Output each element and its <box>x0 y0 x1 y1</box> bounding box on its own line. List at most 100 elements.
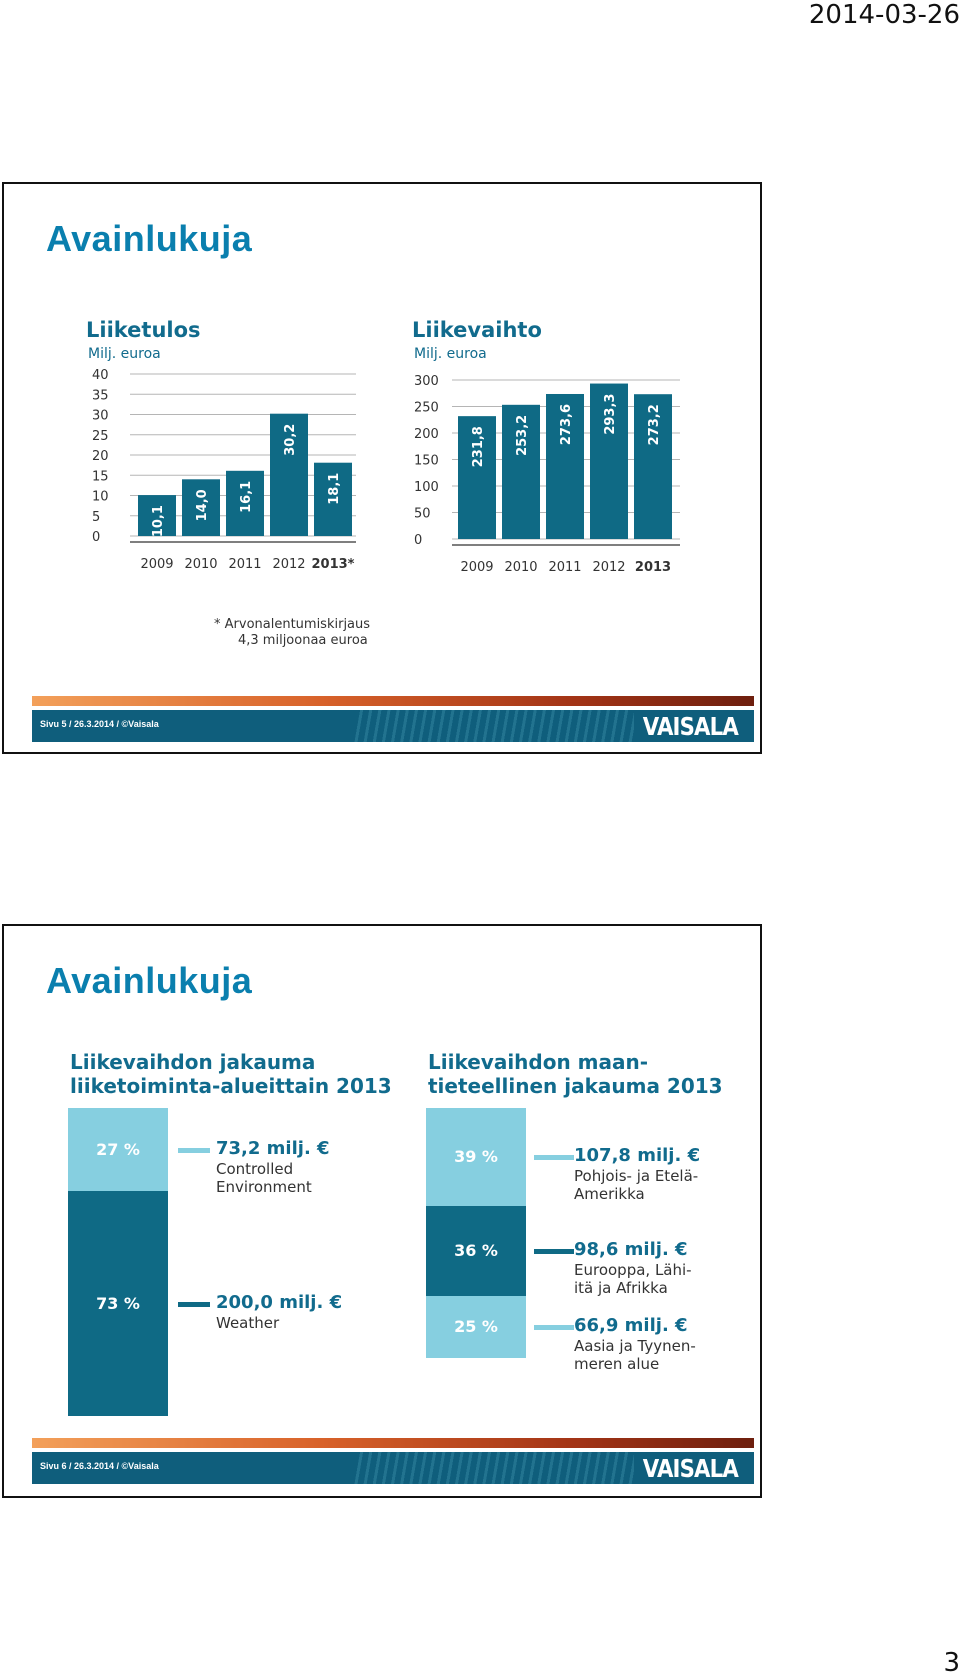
segment-description: Eurooppa, Lähi-itä ja Afrikka <box>574 1261 692 1297</box>
stack-segment: 73 % <box>68 1191 168 1416</box>
x-tick-label: 2011 <box>548 560 581 575</box>
x-tick-label: 2011 <box>228 557 261 572</box>
segment-description: Pohjois- ja Etelä- Amerikka <box>574 1167 698 1203</box>
footer-text: Sivu 5 / 26.3.2014 / ©Vaisala <box>40 719 159 729</box>
bar <box>182 479 220 536</box>
segment-description: Aasia ja Tyynen-meren alue <box>574 1337 696 1373</box>
data-label: 18,1 <box>327 473 342 505</box>
segment-description-line1: Pohjois- ja Etelä- <box>574 1166 699 1185</box>
data-label: 273,6 <box>559 404 574 445</box>
header-date: 2014-03-26 <box>808 0 960 30</box>
data-label: 30,2 <box>283 424 298 456</box>
x-tick-label: 2009 <box>460 560 493 575</box>
bar <box>458 416 496 539</box>
x-tick-label: 2010 <box>184 557 217 572</box>
bar <box>138 495 176 536</box>
stack-segment: 36 % <box>426 1205 526 1296</box>
segment-description-line2: meren alue <box>574 1354 660 1373</box>
stack-connector <box>534 1324 574 1330</box>
segment-description-line2: Amerikka <box>574 1184 645 1203</box>
stack-connector <box>534 1248 574 1254</box>
stack-title-line1: Liikevaihdon jakauma <box>70 1050 316 1074</box>
y-tick-label: 5 <box>92 510 100 525</box>
y-tick-label: 100 <box>414 480 439 495</box>
segment-description-line1: Eurooppa, Lähi- <box>574 1260 692 1279</box>
stack-connector <box>178 1147 210 1153</box>
vaisala-logo: VAISALA <box>642 712 739 741</box>
chart-title-liiketulos: Liiketulos <box>86 318 201 342</box>
data-label: 10,1 <box>151 505 166 537</box>
y-tick-label: 20 <box>92 449 109 464</box>
bar <box>502 404 540 539</box>
bar <box>270 413 308 536</box>
segment-description: Weather <box>216 1314 279 1332</box>
bar <box>546 393 584 539</box>
stack-title-geographic: Liikevaihdon maan- tieteellinen jakauma … <box>428 1050 723 1098</box>
bar <box>634 394 672 539</box>
slide-title: Avainlukuja <box>46 960 253 1001</box>
stack-segment: 39 % <box>426 1108 526 1206</box>
data-label: 253,2 <box>515 415 530 456</box>
segment-description-line1: Weather <box>216 1313 280 1332</box>
chart-title-liikevaihto: Liikevaihto <box>412 318 542 342</box>
y-tick-label: 0 <box>92 530 100 545</box>
segment-amount: 73,2 milj. € <box>216 1137 330 1159</box>
bar <box>590 383 628 539</box>
stack-segment: 25 % <box>426 1295 526 1358</box>
segment-amount: 107,8 milj. € <box>574 1144 701 1166</box>
y-tick-label: 250 <box>414 401 439 416</box>
y-tick-label: 15 <box>92 469 109 484</box>
bar <box>226 470 264 536</box>
chart-footnote-line2: 4,3 miljoonaa euroa <box>238 633 368 648</box>
x-tick-label: 2012 <box>272 557 305 572</box>
stack-title-business: Liikevaihdon jakauma liiketoiminta-aluei… <box>70 1050 392 1098</box>
y-tick-label: 150 <box>414 454 439 469</box>
stack-connector <box>534 1154 574 1160</box>
stack-title-line2: liiketoiminta-alueittain 2013 <box>70 1074 392 1098</box>
y-tick-label: 30 <box>92 409 109 424</box>
footer-bar: Sivu 5 / 26.3.2014 / ©Vaisala VAISALA <box>32 710 754 742</box>
bar <box>314 462 352 536</box>
x-tick-label: 2012 <box>592 560 625 575</box>
y-tick-label: 10 <box>92 490 109 505</box>
data-label: 273,2 <box>647 404 662 445</box>
footer-accent-band <box>32 1438 754 1448</box>
y-tick-label: 25 <box>92 429 109 444</box>
data-label: 231,8 <box>471 426 486 467</box>
page-number: 3 <box>943 1648 960 1678</box>
segment-description-line2: Environment <box>216 1177 312 1196</box>
stack-segment: 27 % <box>68 1108 168 1192</box>
liikevaihto-bar-chart: 0 50 100 150 200 250 300 231,8 2009 253,2 2010 273,… <box>414 374 680 575</box>
footer-text: Sivu 6 / 26.3.2014 / ©Vaisala <box>40 1461 159 1471</box>
x-tick-label: 2013 <box>635 560 671 575</box>
segment-description: Controlled Environment <box>216 1160 312 1196</box>
x-tick-label: 2010 <box>504 560 537 575</box>
segment-amount: 66,9 milj. € <box>574 1314 688 1336</box>
segment-description-line2: itä ja Afrikka <box>574 1278 668 1297</box>
slide-6: Avainlukuja Liikevaihdon jakauma liiketo… <box>2 924 762 1498</box>
stack-title-line1: Liikevaihdon maan- <box>428 1050 649 1074</box>
x-tick-label: 2013* <box>312 557 355 572</box>
data-label: 16,1 <box>239 481 254 513</box>
slide-5: Avainlukuja Liiketulos Milj. euroa 0 5 10 1… <box>2 182 762 754</box>
y-tick-label: 40 <box>92 368 109 383</box>
y-tick-label: 0 <box>414 533 422 548</box>
y-tick-label: 35 <box>92 388 109 403</box>
data-label: 14,0 <box>195 489 210 521</box>
segment-amount: 98,6 milj. € <box>574 1238 688 1260</box>
slide-title: Avainlukuja <box>46 218 253 259</box>
segment-description-line1: Controlled <box>216 1159 294 1178</box>
segment-amount: 200,0 milj. € <box>216 1291 343 1313</box>
y-tick-label: 200 <box>414 427 439 442</box>
footer-bar: Sivu 6 / 26.3.2014 / ©Vaisala VAISALA <box>32 1452 754 1484</box>
chart-subtitle-liikevaihto: Milj. euroa <box>414 346 487 362</box>
data-label: 293,3 <box>603 394 618 435</box>
vaisala-logo: VAISALA <box>642 1454 739 1483</box>
y-tick-label: 50 <box>414 507 431 522</box>
y-tick-label: 300 <box>414 374 439 389</box>
stack-connector <box>178 1301 210 1307</box>
x-tick-label: 2009 <box>140 557 173 572</box>
liiketulos-bar-chart: 0 5 10 15 20 25 30 35 40 10,1 2009 14,0 2010 16,1 2011… <box>92 368 356 572</box>
chart-footnote-line1: * Arvonalentumiskirjaus <box>214 617 371 632</box>
footer-accent-band <box>32 696 754 706</box>
